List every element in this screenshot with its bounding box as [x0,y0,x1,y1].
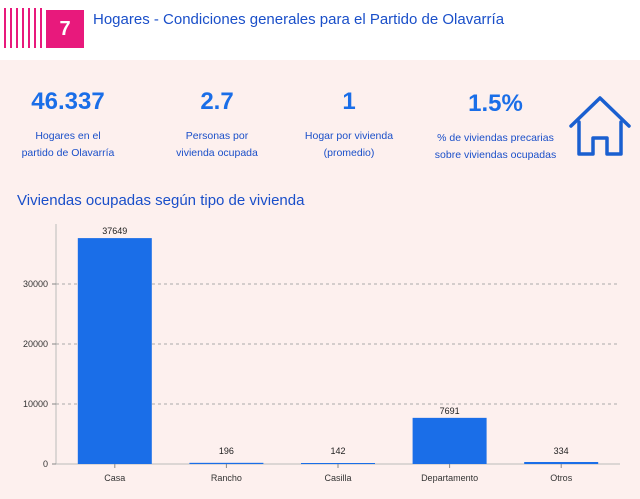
data-label: 334 [554,446,569,456]
house-icon [569,96,631,156]
stripes-decoration [4,8,42,48]
data-label: 7691 [440,406,460,416]
chart-title: Viviendas ocupadas según tipo de viviend… [17,192,305,209]
x-tick-label: Departamento [421,473,478,483]
stat-hogar-vivienda: 1 Hogar por vivienda (promedio) [284,88,414,162]
stat-label: % de viviendas precarias sobre viviendas … [434,132,557,161]
stat-label: Hogar por vivienda (promedio) [304,130,394,159]
y-tick-label: 10000 [23,399,48,409]
y-tick-label: 0 [43,459,48,469]
y-tick-label: 20000 [23,339,48,349]
y-tick-label: 30000 [23,279,48,289]
x-tick-label: Rancho [211,473,242,483]
x-tick-label: Casa [104,473,125,483]
bar-casa [77,238,152,464]
header: 7 Hogares - Condiciones generales para e… [0,0,640,60]
bar-otros [524,461,599,464]
bar-rancho [189,462,264,464]
stat-label: Hogares en el partido de Olavarría [21,130,115,159]
stat-precarias: 1.5% % de viviendas precarias sobre vivie… [423,90,568,164]
data-label: 37649 [102,226,127,236]
bar-casilla [301,463,375,464]
x-tick-label: Casilla [324,473,351,483]
stat-value: 1 [342,88,356,115]
section-number-badge: 7 [46,10,84,48]
data-label: 142 [330,446,345,456]
stat-value: 1.5% [468,90,523,117]
page-title: Hogares - Condiciones generales para el … [93,11,505,28]
x-tick-label: Otros [550,473,573,483]
bar-chart: 0 10000 20000 30000 37649 Casa 196 Rancho 142 Cas… [23,224,620,483]
stat-value: 2.7 [200,88,234,115]
data-label: 196 [219,446,234,456]
stat-personas: 2.7 Personas por vivienda ocupada [152,88,282,162]
stat-label: Personas por vivienda ocupada [176,130,258,159]
stat-hogares: 46.337 Hogares en el partido de Olavarría [3,88,133,162]
bar-departamento [412,417,487,464]
stat-value: 46.337 [31,88,105,115]
